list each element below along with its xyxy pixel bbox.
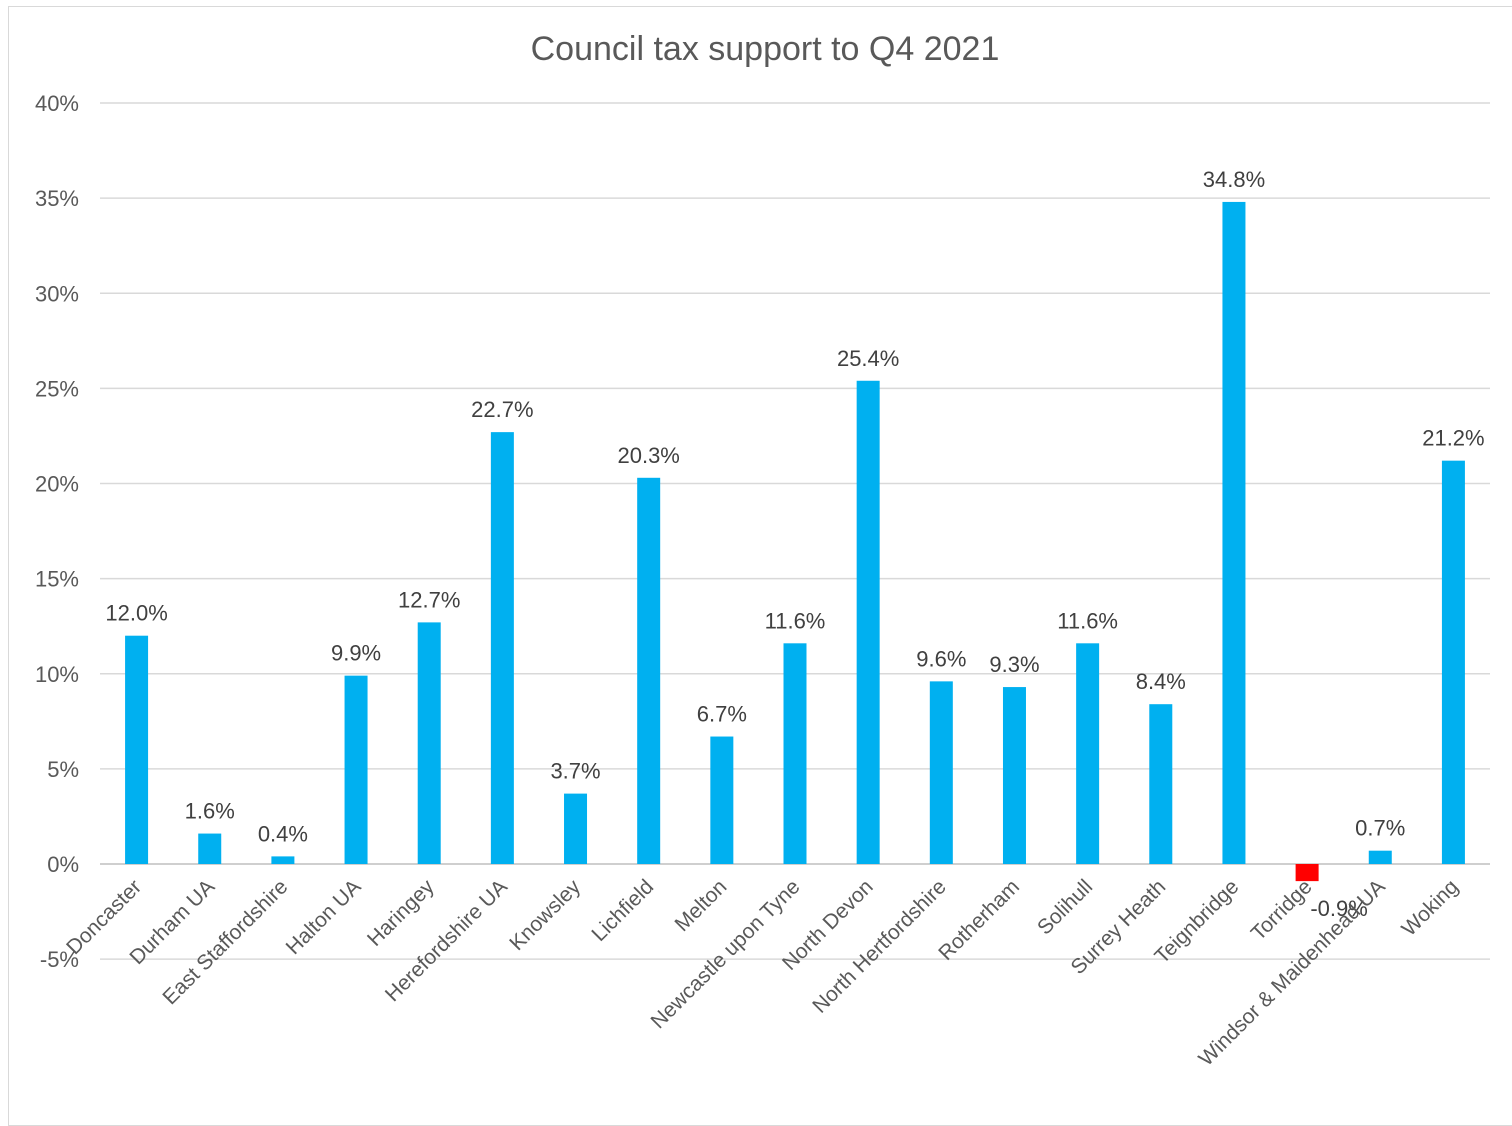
data-label: -0.9% <box>1310 896 1367 921</box>
category-label: Halton UA <box>282 875 366 959</box>
category-label: Lichfield <box>587 875 658 946</box>
data-label: 22.7% <box>471 397 533 422</box>
y-tick-label: 35% <box>35 186 79 211</box>
bar <box>490 432 514 864</box>
category-label: Newcastle upon Tyne <box>647 875 805 1033</box>
bar <box>1076 643 1100 864</box>
category-label: East Staffordshire <box>158 875 292 1009</box>
data-label: 1.6% <box>185 799 235 824</box>
bar <box>564 793 588 864</box>
data-label: 3.7% <box>550 759 600 784</box>
data-label: 0.7% <box>1355 816 1405 841</box>
category-label: Melton <box>671 875 732 936</box>
bar <box>198 833 222 864</box>
y-tick-label: 10% <box>35 662 79 687</box>
bar <box>1149 704 1173 864</box>
category-label: Herefordshire UA <box>381 875 512 1006</box>
bar <box>1441 460 1465 864</box>
bar <box>856 380 880 864</box>
category-label: Woking <box>1397 875 1463 941</box>
data-label: 34.8% <box>1203 167 1265 192</box>
bar <box>710 736 734 864</box>
y-tick-label: 40% <box>35 91 79 116</box>
bar <box>637 477 661 864</box>
category-label: Torridge <box>1247 875 1317 945</box>
category-label: North Hertfordshire <box>808 875 951 1018</box>
y-axis-tick-labels: -5% 0% 5% 10% 15% 20% 25% 30% 35% 40% <box>35 91 79 972</box>
bar <box>1222 201 1246 864</box>
data-label: 21.2% <box>1422 426 1484 451</box>
y-tick-label: 25% <box>35 376 79 401</box>
y-tick-label: 15% <box>35 567 79 592</box>
data-label: 0.4% <box>258 821 308 846</box>
y-tick-label: 20% <box>35 472 79 497</box>
y-tick-label: 5% <box>47 757 79 782</box>
data-label: 11.6% <box>765 608 826 633</box>
bar <box>1368 850 1392 864</box>
category-label: Knowsley <box>505 875 585 955</box>
bar <box>344 675 368 864</box>
data-label: 12.0% <box>105 601 167 626</box>
data-label: 11.6% <box>1057 608 1118 633</box>
category-label: Solihull <box>1033 875 1097 939</box>
data-label: 25.4% <box>837 346 899 371</box>
y-tick-label: 0% <box>47 852 79 877</box>
bar <box>271 856 295 864</box>
chart-frame <box>8 6 1512 1126</box>
bars <box>125 201 1465 882</box>
chart-title: Council tax support to Q4 2021 <box>531 30 1000 68</box>
data-label: 12.7% <box>398 587 460 612</box>
data-label: 9.6% <box>916 646 966 671</box>
y-tick-label: 30% <box>35 281 79 306</box>
data-label: 9.9% <box>331 641 381 666</box>
data-labels: 12.0% 1.6% 0.4% 9.9% 12.7% 22.7% 3.7% 20.3% 6.7%… <box>105 167 1484 921</box>
bar <box>1295 864 1319 882</box>
bar <box>1002 687 1026 864</box>
bar <box>125 635 149 864</box>
data-label: 9.3% <box>989 652 1039 677</box>
bar <box>783 643 807 864</box>
data-label: 6.7% <box>697 702 747 727</box>
bar <box>929 681 953 864</box>
bar <box>417 622 441 864</box>
data-label: 8.4% <box>1136 669 1186 694</box>
y-tick-label: -5% <box>40 947 79 972</box>
category-label: Haringey <box>363 875 439 951</box>
data-label: 20.3% <box>617 443 679 468</box>
